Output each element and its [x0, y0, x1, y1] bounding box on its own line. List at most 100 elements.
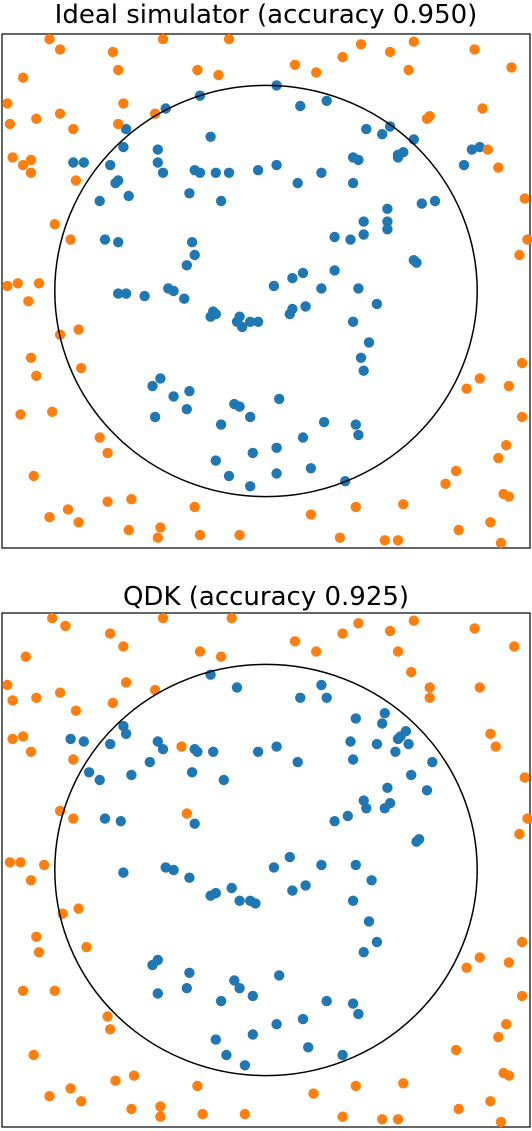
data-point-outside: [514, 249, 525, 261]
data-point-inside: [223, 470, 235, 482]
data-point-inside: [149, 411, 161, 423]
data-point-inside: [237, 321, 248, 333]
data-point-outside: [118, 641, 129, 652]
data-point-outside: [49, 985, 60, 996]
data-point-inside: [300, 301, 311, 312]
data-point-inside: [371, 298, 383, 310]
data-point-outside: [421, 113, 433, 125]
data-point-outside: [485, 517, 496, 528]
data-point-outside: [450, 1044, 462, 1056]
data-point-outside: [7, 733, 18, 745]
data-point-inside: [210, 308, 221, 320]
data-point-inside: [181, 404, 192, 415]
data-point-inside: [105, 159, 116, 171]
data-point-outside: [155, 522, 166, 533]
data-point-inside: [316, 859, 327, 871]
data-point-outside: [495, 1116, 507, 1128]
data-point-inside: [421, 785, 433, 796]
data-point-outside: [149, 684, 161, 696]
data-point-outside: [7, 695, 18, 706]
data-point-inside: [429, 195, 441, 207]
data-point-inside: [83, 767, 95, 778]
data-point-inside: [382, 216, 393, 227]
data-point-outside: [337, 628, 348, 639]
data-point-outside: [54, 108, 66, 119]
data-point-outside: [392, 1114, 404, 1125]
data-point-outside: [501, 1019, 512, 1030]
data-point-inside: [120, 123, 132, 135]
data-point-inside: [329, 265, 340, 276]
data-point-outside: [17, 731, 29, 742]
data-point-inside: [337, 1049, 348, 1061]
data-point-inside: [363, 916, 375, 927]
data-point-inside: [252, 746, 264, 757]
data-point-outside: [353, 618, 364, 629]
decision-boundary-circle: [54, 663, 478, 1077]
data-point-outside: [65, 234, 76, 245]
data-point-inside: [123, 190, 134, 202]
data-point-outside: [223, 33, 235, 45]
data-point-outside: [194, 529, 206, 541]
data-point-inside: [284, 851, 295, 863]
data-point-outside: [107, 46, 119, 58]
data-point-inside: [371, 738, 383, 750]
data-point-inside: [221, 1049, 232, 1061]
data-point-inside: [155, 373, 166, 384]
data-point-inside: [303, 1042, 314, 1053]
data-point-inside: [181, 983, 192, 994]
data-point-inside: [350, 419, 361, 430]
data-point-outside: [350, 501, 361, 513]
data-point-outside: [506, 62, 517, 73]
data-point-outside: [120, 677, 132, 688]
data-point-inside: [179, 293, 190, 304]
data-point-outside: [47, 406, 58, 417]
data-point-outside: [155, 1111, 166, 1122]
data-point-inside: [120, 288, 132, 299]
data-point-outside: [68, 813, 79, 824]
data-point-inside: [316, 679, 327, 691]
data-point-outside: [450, 465, 462, 477]
data-point-outside: [289, 636, 301, 647]
data-point-outside: [453, 524, 464, 536]
data-point-outside: [197, 1108, 208, 1120]
data-point-inside: [215, 419, 227, 430]
data-point-outside: [39, 859, 50, 871]
data-point-outside: [474, 373, 485, 384]
data-point-outside: [289, 59, 301, 70]
data-point-inside: [152, 954, 163, 966]
data-point-inside: [152, 157, 163, 168]
data-point-inside: [139, 290, 150, 302]
data-point-outside: [49, 219, 60, 230]
data-point-outside: [189, 501, 200, 513]
data-point-outside: [105, 1024, 116, 1035]
data-point-outside: [17, 159, 29, 171]
data-point-inside: [152, 144, 163, 155]
data-point-inside: [355, 352, 367, 363]
data-point-inside: [215, 995, 227, 1007]
data-point-inside: [347, 754, 359, 765]
data-point-outside: [60, 620, 71, 632]
data-point-inside: [115, 816, 127, 827]
data-point-inside: [345, 234, 356, 245]
data-point-outside: [516, 936, 528, 948]
data-point-inside: [268, 862, 280, 873]
data-point-outside: [54, 44, 66, 55]
data-point-outside: [44, 512, 55, 523]
data-point-outside: [334, 532, 346, 543]
data-point-inside: [252, 165, 264, 176]
data-point-outside: [337, 51, 348, 63]
data-point-inside: [377, 129, 388, 140]
data-point-outside: [516, 990, 528, 1002]
data-point-inside: [321, 995, 332, 1007]
data-point-inside: [247, 990, 258, 1002]
data-point-inside: [297, 432, 309, 443]
data-point-outside: [461, 962, 472, 973]
data-point-outside: [73, 517, 84, 528]
data-point-outside: [384, 625, 396, 637]
data-point-outside: [469, 623, 480, 634]
data-point-inside: [379, 708, 390, 719]
data-point-inside: [458, 159, 470, 171]
data-point-inside: [347, 177, 359, 189]
data-point-outside: [7, 152, 18, 163]
data-point-inside: [406, 769, 417, 781]
